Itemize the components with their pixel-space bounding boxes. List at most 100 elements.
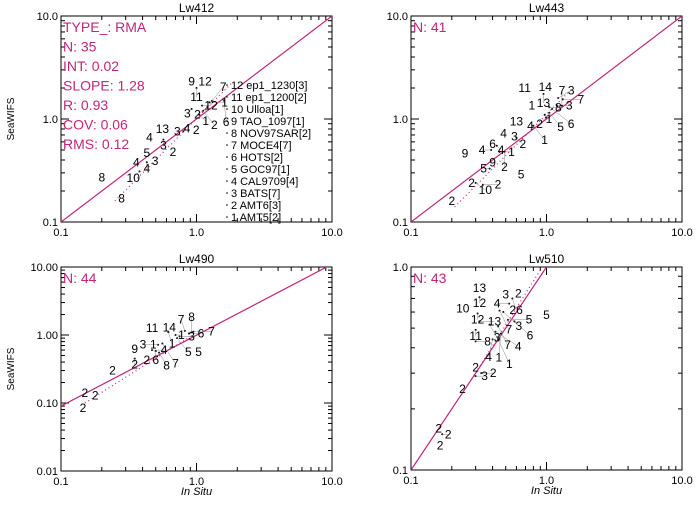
data-point-label: 8 — [188, 310, 195, 324]
data-point-label: 2 — [211, 118, 218, 132]
regression-fit-line — [454, 89, 571, 208]
x-tick-label: 1.0 — [189, 227, 204, 239]
data-point-label: 4 — [500, 126, 507, 140]
label-leader-line — [488, 339, 493, 357]
x-tick-label: 0.1 — [403, 227, 418, 239]
y-axis-label: SeaWIFS — [6, 97, 17, 140]
data-point-label: 4 — [527, 119, 534, 133]
label-leader-line — [516, 137, 523, 145]
label-leader-line — [539, 117, 547, 125]
data-point-label: 3 — [152, 154, 159, 168]
data-point-label: 4 — [184, 122, 191, 136]
legend-marker — [226, 180, 228, 182]
data-point-label: 4 — [143, 161, 150, 175]
stats-text: N: 43 — [413, 270, 447, 286]
data-point-label: 11 — [190, 90, 203, 104]
label-leader-line — [168, 332, 173, 344]
data-point-label: 6 — [198, 327, 205, 341]
data-point-label: 1 — [495, 350, 502, 364]
label-leader-line — [514, 321, 531, 336]
x-axis-label: In Situ — [531, 485, 562, 497]
data-point-label: 13 — [510, 114, 524, 128]
one-to-one-line — [61, 16, 332, 222]
data-point-label: 3 — [184, 106, 191, 120]
data-point-label: 4 — [133, 155, 140, 169]
data-point-label: 9 — [188, 75, 195, 89]
regression-fit-line — [84, 336, 191, 404]
data-point-label: 5 — [543, 308, 550, 322]
label-leader-line — [499, 310, 510, 330]
data-point-label: 8 — [555, 100, 562, 114]
data-point-label: 13 — [156, 122, 170, 136]
label-leader-line — [496, 145, 502, 151]
x-tick-label: 0.1 — [53, 227, 68, 239]
y-tick-label: 10.0 — [37, 11, 58, 23]
y-tick-label: 0.1 — [393, 465, 408, 477]
data-point-label: 2 — [495, 178, 502, 192]
label-leader-line — [497, 339, 510, 365]
data-point-label: 3 — [502, 288, 509, 302]
data-point-label: 1 — [506, 357, 513, 371]
data-point-label: 7 — [178, 312, 185, 326]
data-point-label: 7 — [577, 92, 584, 106]
data-point-label: 10 — [127, 171, 141, 185]
label-leader-line — [533, 125, 545, 140]
x-tick-label: 1.0 — [539, 227, 554, 239]
data-point-label: 9 — [131, 342, 138, 356]
panel-title: Lw510 — [529, 252, 565, 266]
data-points — [133, 317, 212, 366]
data-point-label: 13 — [473, 281, 487, 295]
data-point-label: 6 — [223, 115, 230, 129]
data-point-label: 8 — [98, 171, 105, 185]
label-leader-line — [498, 333, 502, 358]
legend-entry: 5 GOC97[1] — [231, 164, 290, 176]
data-point-label: 1 — [169, 337, 176, 351]
stats-text: INT: 0.02 — [63, 58, 119, 74]
data-point-label: 12 — [204, 99, 218, 113]
data-point-label: 1 — [221, 95, 228, 109]
plot-frame — [410, 266, 683, 471]
data-points — [441, 296, 531, 436]
label-leader-line — [495, 331, 519, 347]
label-leader-line — [176, 337, 189, 353]
panel-lw490: 0.1 1.0 10.0 0.01 0.10 1.00 10.00 Lw490 SeaWIFS I… — [6, 252, 343, 498]
legend-marker — [226, 96, 228, 98]
label-leader-line — [551, 108, 572, 124]
data-point-label: 5 — [195, 345, 202, 359]
data-point-label: 2 — [472, 360, 479, 374]
data-point-label: 3 — [174, 124, 181, 138]
data-point-label: 3 — [494, 331, 501, 345]
data-point-label: 4 — [479, 143, 486, 157]
data-point-label: 5 — [185, 345, 192, 359]
label-leader-line — [162, 343, 176, 364]
legend-marker — [226, 216, 228, 218]
x-tick-label: 10.0 — [321, 476, 342, 488]
data-point-label: 12 — [198, 75, 212, 89]
legend-marker — [226, 108, 228, 110]
data-point-label: 2 — [490, 366, 497, 380]
data-point-label: 3 — [515, 319, 522, 333]
data-point-label: 1 — [528, 99, 535, 113]
data-point-label: 1 — [508, 145, 515, 159]
data-point-label: 1 — [541, 133, 548, 147]
panel-title: Lw443 — [529, 1, 565, 15]
data-point-label: 2 — [459, 382, 466, 396]
data-point-label: 2 — [194, 107, 201, 121]
data-point-label: 2 — [435, 422, 442, 436]
data-point-label: 4 — [146, 131, 153, 145]
legend-entry: 12 ep1_1230[3] — [231, 80, 307, 92]
data-point-label: 7 — [220, 80, 227, 94]
data-point-label: 4 — [515, 339, 522, 353]
label-leader-line — [497, 326, 508, 346]
data-point-label: 12 — [473, 296, 487, 310]
data-point-label: 2 — [131, 358, 138, 372]
data-point-label: 2 — [501, 160, 508, 174]
panel-lw412: 0.1 1.0 10.0 0.1 1.0 10.0 Lw412 SeaWIFS TYPE_: R… — [6, 1, 343, 239]
label-leader-line — [503, 311, 519, 327]
data-point-label: 5 — [480, 162, 487, 176]
label-leader-line — [223, 100, 227, 122]
legend-entry: 9 TAO_1097[1] — [231, 116, 305, 128]
data-point-label: 2 — [193, 123, 200, 137]
